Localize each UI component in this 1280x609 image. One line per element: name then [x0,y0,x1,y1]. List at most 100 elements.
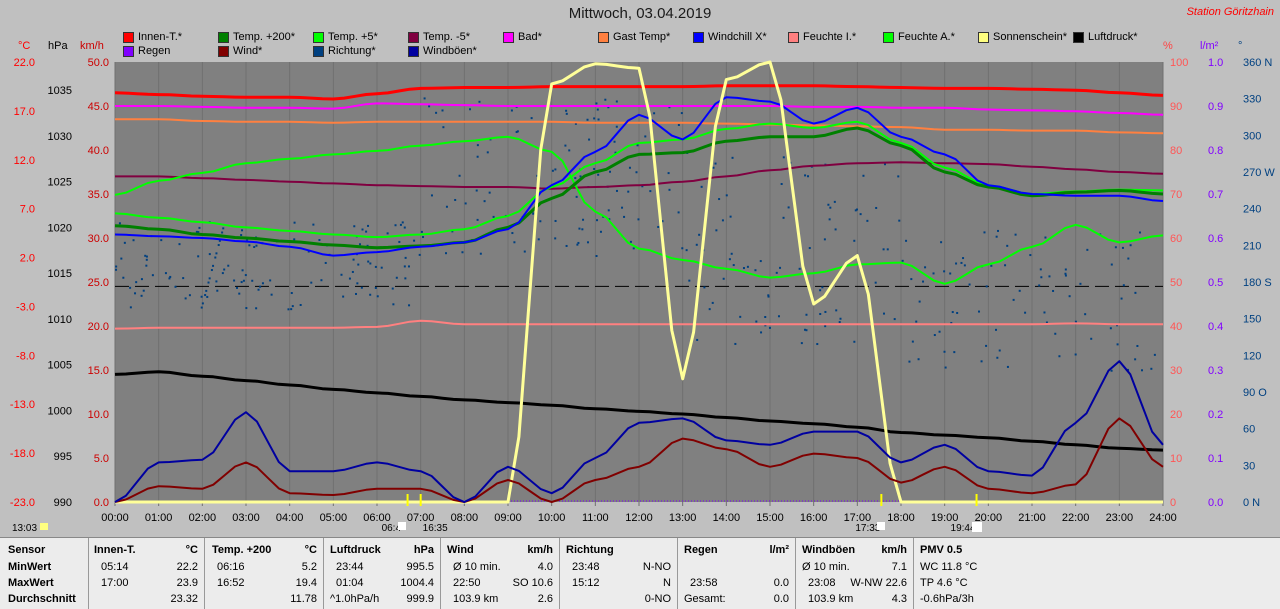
wind-direction-point [853,239,856,242]
wind-direction-point [511,232,514,235]
wind-direction-point [695,243,698,246]
y-tick-label-lm2: 0.5 [1208,277,1223,289]
richtung-t2: 15:12 [572,577,600,589]
boen-avg-value: 7.1 [891,561,907,573]
wind-direction-point [348,277,351,280]
wind-direction-point [932,272,935,275]
wind-direction-point [779,266,782,269]
y-tick-label-c: -3.0 [16,301,35,313]
unit-c: °C [18,40,31,52]
y-tick-label-deg: 360 N [1243,57,1272,69]
wind-direction-point [270,293,273,296]
wind-direction-point [160,239,163,242]
x-tick-label: 15:00 [756,512,784,524]
wind-direction-point [677,211,680,214]
pmv-wc: WC 11.8 °C [920,561,978,573]
wind-direction-point [917,358,920,361]
wind-direction-point [1074,320,1077,323]
wind-direction-point [768,326,771,329]
time-marker-label: 17:33 [855,523,880,534]
wind-direction-point [523,250,526,253]
wind-direction-point [145,264,148,267]
wind-direction-point [715,229,718,232]
wind-direction-point [208,253,211,256]
wind-direction-point [1004,264,1007,267]
wind-direction-point [1064,274,1067,277]
wind-direction-point [255,244,258,247]
wind-direction-point [374,265,377,268]
wind-direction-point [621,206,624,209]
wind-direction-point [290,308,293,311]
wind-direction-point [782,156,785,159]
wind-direction-point [221,272,224,275]
wind-direction-point [983,231,986,234]
stats-pmv: PMV 0.5 WC 11.8 °C TP 4.6 °C -0.6hPa/3h [914,538,1074,609]
y-tick-label-kmh: 10.0 [88,409,109,421]
wind-direction-point [596,108,599,111]
x-tick-label: 22:00 [1062,512,1090,524]
wind-direction-point [240,281,243,284]
wind-direction-point [998,349,1001,352]
wind-direction-point [905,239,908,242]
y-tick-label-kmh: 35.0 [88,189,109,201]
wind-direction-point [404,277,407,280]
wind-direction-point [445,205,448,208]
wind-direction-point [1058,355,1061,358]
stats-richtung: Richtung 23:48 N-NO 15:12 N 0-NO [560,538,678,609]
wind-direction-point [483,200,486,203]
wind-direction-point [537,238,540,241]
wind-direction-point [729,215,732,218]
y-tick-label-pct: 30 [1170,365,1182,377]
wind-direction-point [596,219,599,222]
wind-direction-point [253,246,256,249]
wind-direction-point [227,264,230,267]
wind-direction-point [1084,313,1087,316]
series-line [114,96,1164,257]
wind-avg-value: 4.0 [537,561,553,573]
legend-swatch [1073,31,1084,43]
wind-direction-point [403,265,406,268]
wind-direction-point [420,230,423,233]
wind-direction-point [1120,297,1123,300]
series-line [114,417,1164,503]
wind-direction-point [418,253,421,256]
wind-direction-point [236,286,239,289]
wind-direction-point [215,252,218,255]
wind-direction-point [760,331,763,334]
wind-direction-point [1064,268,1067,271]
regen-header: Regen [684,544,718,556]
wind-direction-point [174,285,177,288]
wind-direction-point [395,276,398,279]
wind-direction-point [261,282,264,285]
x-tick-label: 08:00 [451,512,479,524]
wind-direction-point [882,312,885,315]
y-tick-label-hpa: 1035 [48,85,72,97]
unit-deg: ° [1238,40,1243,52]
wind-direction-point [380,266,383,269]
wind-direction-point [407,265,410,268]
wind-direction-point [1039,268,1042,271]
y-tick-label-pct: 10 [1170,453,1182,465]
wind-direction-point [996,356,999,359]
wind-direction-point [251,279,254,282]
wind-direction-point [862,174,865,177]
wind-direction-point [718,198,721,201]
wind-direction-point [700,185,703,188]
wind-direction-point [721,219,724,222]
wind-direction-point [468,108,471,111]
y-tick-label-c: -8.0 [16,350,35,362]
wind-direction-point [145,255,148,258]
legend-item: Temp. -5* [408,31,470,43]
wind-direction-point [394,224,397,227]
wind-direction-point [1121,246,1124,249]
wind-direction-point [944,366,947,369]
wind-direction-point [576,243,579,246]
legend-label: Innen-T.* [138,31,183,43]
wind-direction-point [951,311,954,314]
y-tick-label-pct: 50 [1170,277,1182,289]
wind-direction-point [374,286,377,289]
wind-direction-point [129,306,132,309]
wind-direction-point [641,185,644,188]
wind-direction-point [725,194,728,197]
wind-direction-point [615,125,618,128]
